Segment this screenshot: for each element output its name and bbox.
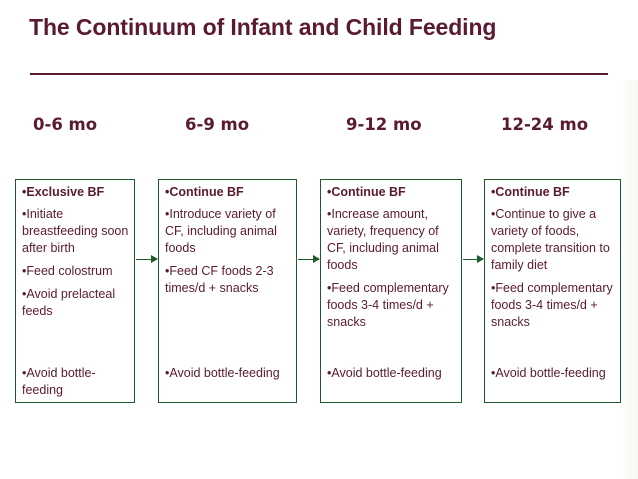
stage-age-3: 12-24 mo (501, 115, 589, 134)
stage-item: •Avoid prelacteal feeds (22, 287, 116, 318)
stage-box-2: •Continue BF •Increase amount, variety, … (320, 179, 462, 403)
page-title: The Continuum of Infant and Child Feedin… (29, 14, 497, 40)
stage-age-0: 0-6 mo (33, 115, 98, 134)
stage-item: •Feed complementary foods 3-4 times/d + … (327, 281, 449, 329)
decorative-side-gradient (620, 80, 638, 479)
stage-item: •Initiate breastfeeding soon after birth (22, 207, 129, 255)
stage-item: •Introduce variety of CF, including anim… (165, 207, 277, 255)
stage-heading: •Continue BF (165, 185, 244, 199)
stage-item: •Increase amount, variety, frequency of … (327, 207, 439, 272)
stage-box-1: •Continue BF •Introduce variety of CF, i… (158, 179, 297, 403)
stage-item: •Feed complementary foods 3-4 times/d + … (491, 281, 613, 329)
stage-heading: •Continue BF (327, 185, 406, 199)
title-divider (30, 73, 608, 75)
stage-age-2: 9-12 mo (346, 115, 422, 134)
stage-age-1: 6-9 mo (185, 115, 250, 134)
stage-footer: •Avoid bottle-feeding (165, 366, 280, 380)
stage-footer: •Avoid bottle-feeding (327, 366, 442, 380)
arrow-right-icon (298, 255, 320, 263)
stage-heading: •Continue BF (491, 185, 570, 199)
stage-item: •Continue to give a variety of foods, co… (491, 207, 610, 272)
stage-footer: •Avoid bottle-feeding (491, 366, 606, 380)
stage-footer: •Avoid bottle-feeding (22, 366, 96, 397)
stage-heading: •Exclusive BF (22, 185, 105, 199)
arrow-right-icon (136, 255, 158, 263)
stage-box-0: •Exclusive BF •Initiate breastfeeding so… (15, 179, 135, 403)
arrow-right-icon (463, 255, 484, 263)
stage-item: •Feed colostrum (22, 264, 113, 278)
stage-box-3: •Continue BF •Continue to give a variety… (484, 179, 621, 403)
stage-item: •Feed CF foods 2-3 times/d + snacks (165, 264, 274, 295)
